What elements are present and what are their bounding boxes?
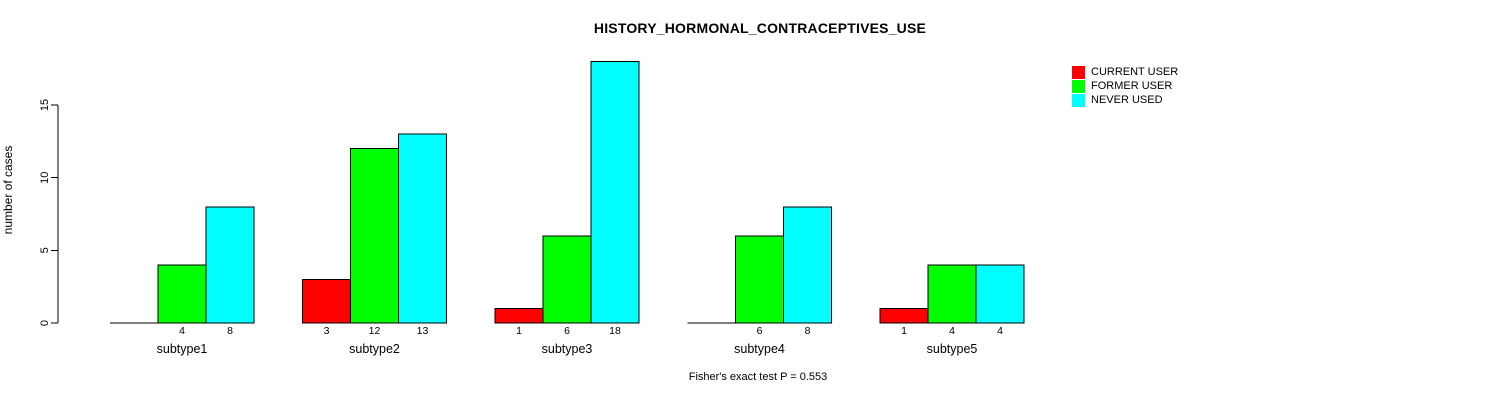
- x-category-label-subtype2: subtype2: [349, 342, 400, 356]
- bar-former-user-subtype2: [350, 148, 399, 324]
- bar-value-label: 4: [179, 325, 185, 337]
- bar-current-user-subtype5: [879, 307, 929, 324]
- bar-value-label: 1: [901, 325, 907, 337]
- legend-row-never-used: NEVER USED: [1072, 93, 1178, 107]
- bar-current-user-subtype3: [494, 307, 544, 324]
- x-category-label-subtype3: subtype3: [542, 342, 593, 356]
- y-axis-tick-label: 0: [39, 320, 51, 326]
- legend-swatch-current-user: [1072, 65, 1085, 79]
- legend-row-current-user: CURRENT USER: [1072, 65, 1178, 79]
- legend-swatch-never-used: [1072, 93, 1085, 107]
- bar-value-label: 13: [417, 325, 429, 337]
- bar-never-used-subtype1: [205, 206, 255, 324]
- y-axis-tick-label: 5: [39, 247, 51, 253]
- bar-value-label: 4: [949, 325, 955, 337]
- bar-value-label: 1: [516, 325, 522, 337]
- x-category-label-subtype5: subtype5: [927, 342, 978, 356]
- y-axis-tick-label: 15: [39, 99, 51, 111]
- bar-value-label: 12: [369, 325, 381, 337]
- y-axis-title: number of cases: [1, 146, 15, 235]
- bar-value-label: 4: [997, 325, 1003, 337]
- bar-value-label: 6: [564, 325, 570, 337]
- x-category-label-subtype1: subtype1: [157, 342, 208, 356]
- bar-former-user-subtype1: [157, 264, 207, 324]
- bar-value-label: 8: [227, 325, 233, 337]
- bar-never-used-subtype2: [398, 133, 447, 324]
- x-category-label-subtype4: subtype4: [734, 342, 785, 356]
- bar-never-used-subtype5: [975, 264, 1025, 324]
- chart-title: HISTORY_HORMONAL_CONTRACEPTIVES_USE: [593, 20, 927, 36]
- legend-label-never-used: NEVER USED: [1091, 94, 1163, 106]
- bar-value-label: 8: [805, 325, 811, 337]
- bar-former-user-subtype5: [927, 264, 977, 324]
- bar-never-used-subtype4: [783, 206, 832, 324]
- legend-swatch-former-user: [1072, 79, 1085, 93]
- bar-value-label: 18: [609, 325, 621, 337]
- bar-value-label: 6: [757, 325, 763, 337]
- legend-label-former-user: FORMER USER: [1091, 80, 1173, 92]
- bar-never-used-subtype3: [590, 60, 640, 324]
- y-axis-tick-label: 10: [39, 172, 51, 184]
- legend-label-current-user: CURRENT USER: [1091, 66, 1179, 78]
- bar-former-user-subtype3: [542, 235, 592, 324]
- fisher-test-caption: Fisher's exact test P = 0.553: [688, 371, 828, 383]
- bar-current-user-subtype2: [302, 278, 351, 324]
- bar-value-label: 3: [324, 325, 330, 337]
- legend: CURRENT USER FORMER USER NEVER USED: [1072, 65, 1178, 107]
- bar-former-user-subtype4: [735, 235, 784, 324]
- legend-row-former-user: FORMER USER: [1072, 79, 1178, 93]
